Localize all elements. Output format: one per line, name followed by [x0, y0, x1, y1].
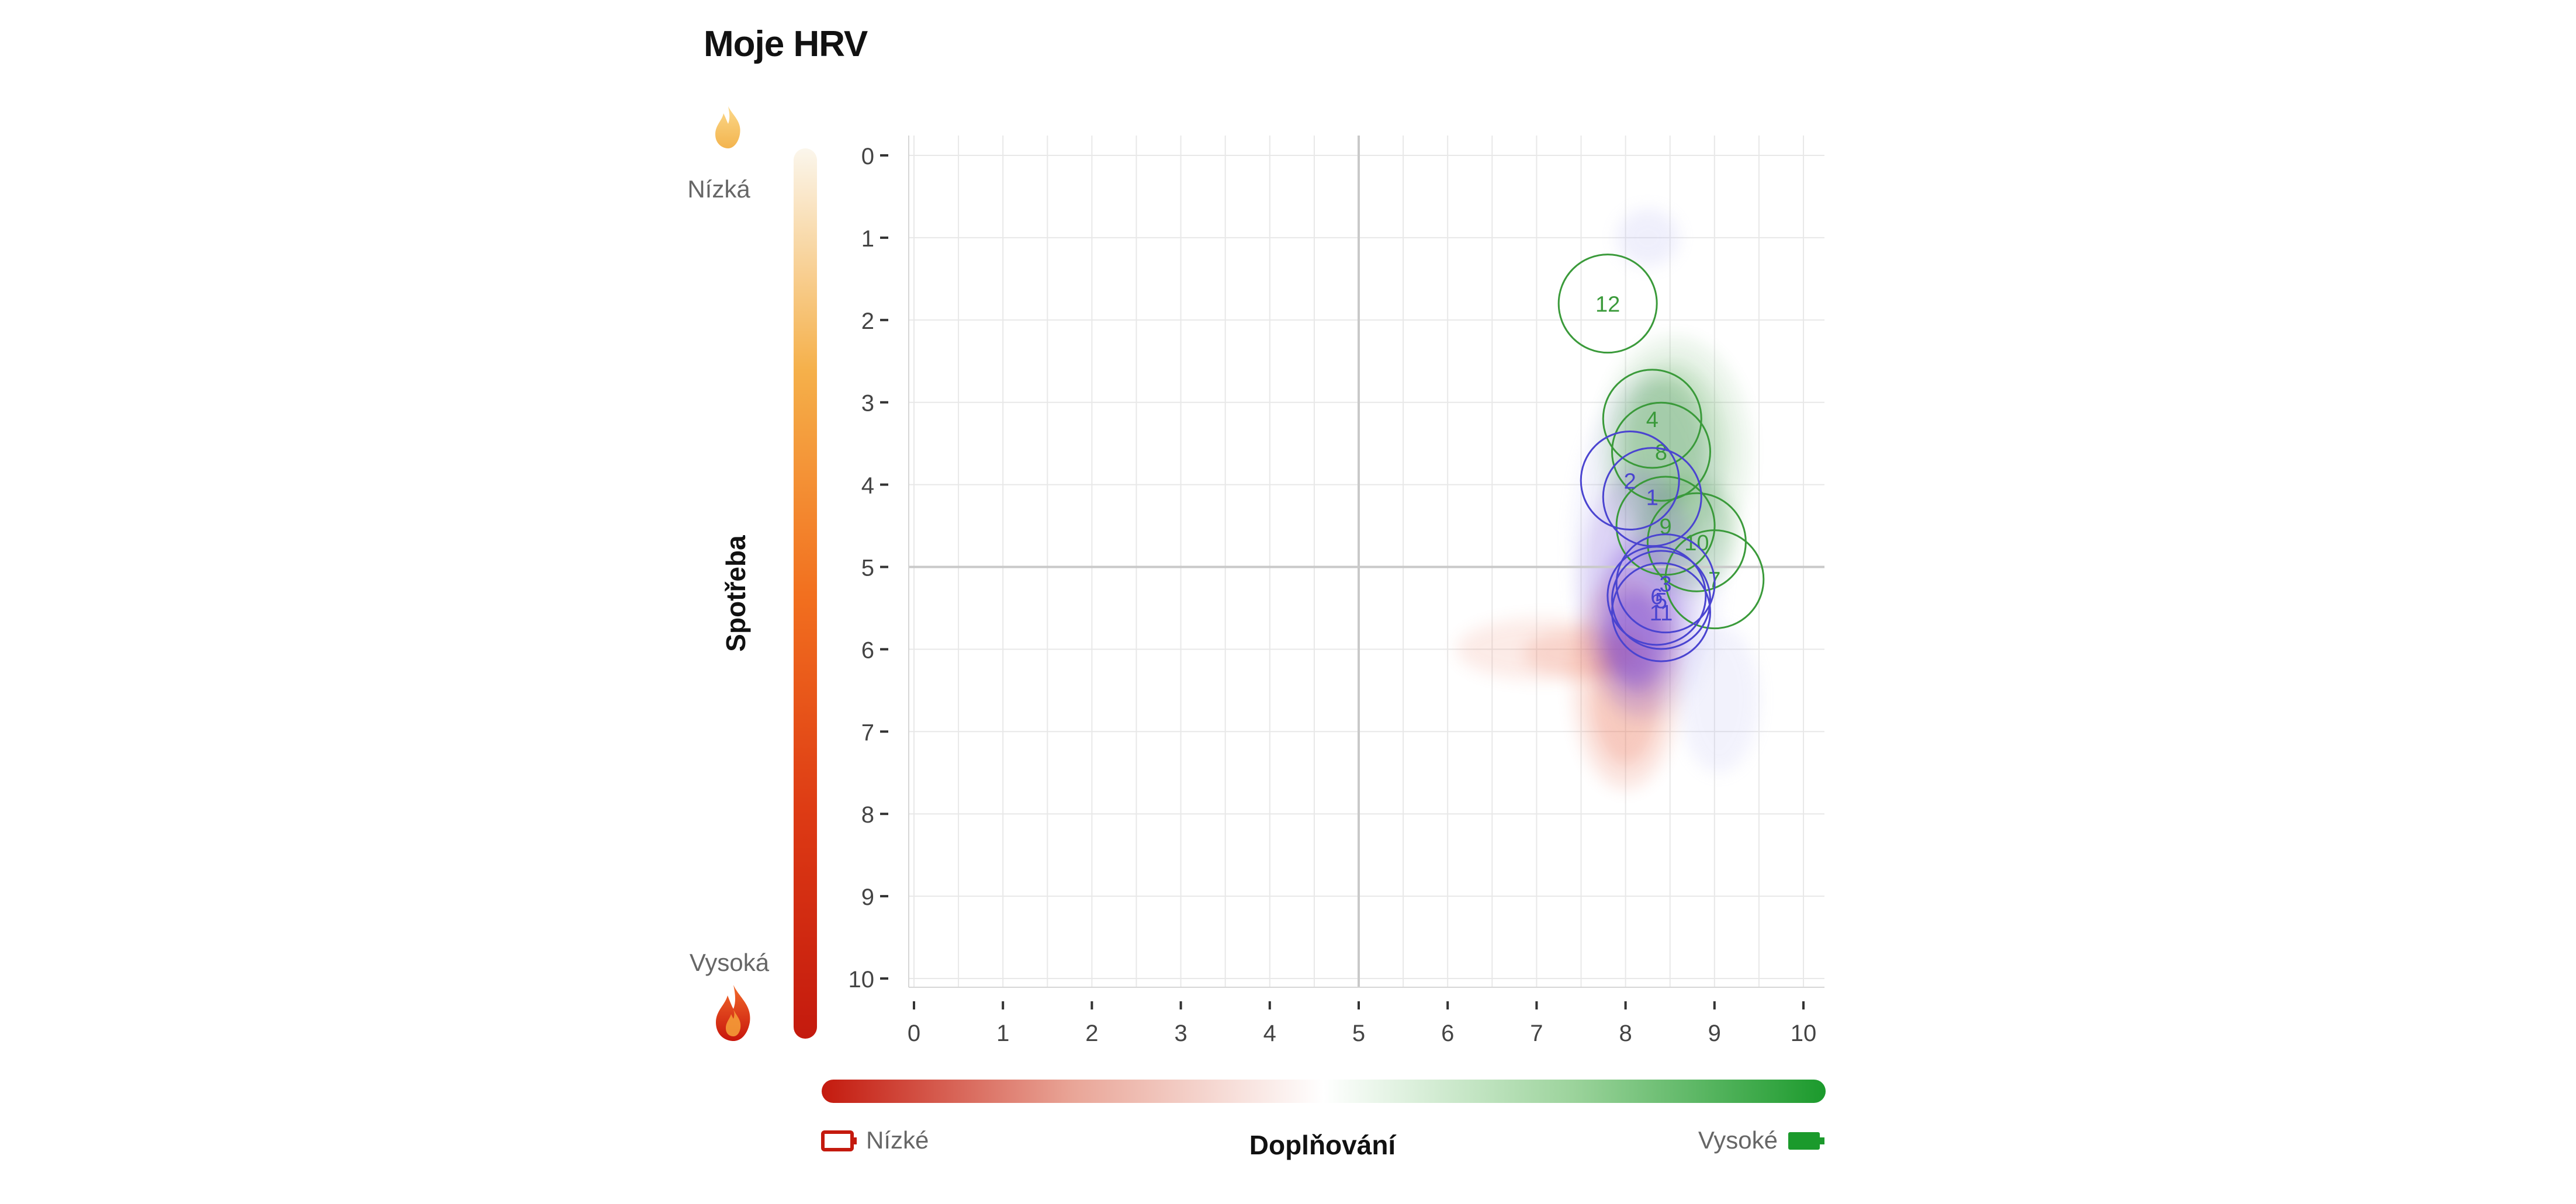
y-tick-label: 8 [861, 802, 874, 828]
data-point-blue[interactable]: 3 [1615, 533, 1716, 634]
data-point-label: 4 [1646, 408, 1659, 432]
data-point-circle[interactable] [1611, 401, 1711, 502]
x-tick-label: 2 [1085, 1021, 1098, 1046]
x-tick-label: 7 [1530, 1021, 1543, 1046]
quadrant-midlines [909, 136, 1824, 987]
x-tick-label: 3 [1174, 1021, 1187, 1046]
data-point-circle[interactable] [1615, 533, 1716, 634]
y-tick-label: 9 [861, 884, 874, 910]
x-tick-label: 6 [1441, 1021, 1454, 1046]
data-point-circle[interactable] [1557, 254, 1658, 354]
data-point-label: 10 [1684, 531, 1709, 556]
data-point-label: 2 [1624, 470, 1636, 494]
y-scale-low-label: Nízká [687, 175, 750, 203]
data-point-green[interactable]: 8 [1611, 401, 1711, 502]
y-tick-label: 6 [861, 637, 874, 663]
data-point-blue[interactable]: 6 [1606, 546, 1707, 646]
x-tick-label: 10 [1791, 1021, 1817, 1046]
flame-low-icon [715, 106, 740, 148]
x-axis-title: Doplňování [1249, 1130, 1397, 1160]
battery-full-icon [1788, 1132, 1824, 1150]
data-point-label: 5 [1655, 589, 1667, 613]
y-tick-label: 10 [849, 967, 875, 993]
data-point-circle[interactable] [1664, 529, 1765, 630]
y-tick-label: 4 [861, 473, 874, 499]
x-scale-gradient-bar [822, 1080, 1826, 1103]
data-point-circle[interactable] [1606, 546, 1707, 646]
data-point-circle[interactable] [1580, 431, 1680, 531]
y-axis-title: Spotřeba [721, 535, 751, 652]
density-blob [1678, 624, 1759, 773]
x-tick-label: 9 [1708, 1021, 1721, 1046]
data-point-green[interactable]: 12 [1557, 254, 1658, 354]
x-tick-label: 0 [908, 1021, 920, 1046]
page-title: Moje HRV [704, 24, 868, 64]
data-point-label: 9 [1660, 515, 1672, 539]
x-scale-low-label: Nízké [866, 1126, 929, 1154]
y-scale-high-label: Vysoká [690, 949, 770, 976]
data-point-label: 6 [1650, 585, 1663, 609]
data-point-green[interactable]: 4 [1602, 369, 1702, 469]
y-tick-label: 5 [861, 556, 874, 581]
x-scale-high-label: Vysoké [1698, 1126, 1778, 1154]
data-point-label: 8 [1655, 440, 1667, 465]
battery-low-icon [821, 1130, 857, 1151]
x-tick-label: 8 [1619, 1021, 1632, 1046]
data-point-label: 12 [1595, 293, 1620, 317]
y-tick-label: 1 [861, 226, 874, 252]
y-scale: Nízká Spotřeba Vysoká [687, 106, 817, 1041]
density-overlay [1456, 209, 1759, 789]
data-point-blue[interactable]: 5 [1611, 550, 1711, 650]
data-point-label: 11 [1650, 601, 1673, 626]
data-point-label: 1 [1646, 486, 1659, 511]
x-tick-label: 4 [1263, 1021, 1276, 1046]
data-point-blue[interactable]: 11 [1611, 562, 1711, 662]
data-point-label: 3 [1660, 572, 1672, 597]
y-tick-label: 0 [861, 144, 874, 169]
y-tick-label: 3 [861, 391, 874, 417]
x-tick-label: 5 [1352, 1021, 1365, 1046]
y-tick-label: 2 [861, 308, 874, 334]
data-point-blue[interactable]: 2 [1580, 431, 1680, 531]
x-scale: Nízké Doplňování Vysoké [821, 1080, 1826, 1160]
data-point-circle[interactable] [1611, 550, 1711, 650]
data-point-circle[interactable] [1611, 562, 1711, 662]
density-blob [1616, 209, 1679, 267]
y-tick-label: 7 [861, 720, 874, 745]
data-point-circle[interactable] [1602, 369, 1702, 469]
y-scale-gradient-bar [794, 148, 817, 1039]
flame-high-icon [716, 985, 750, 1041]
x-tick-label: 1 [996, 1021, 1009, 1046]
